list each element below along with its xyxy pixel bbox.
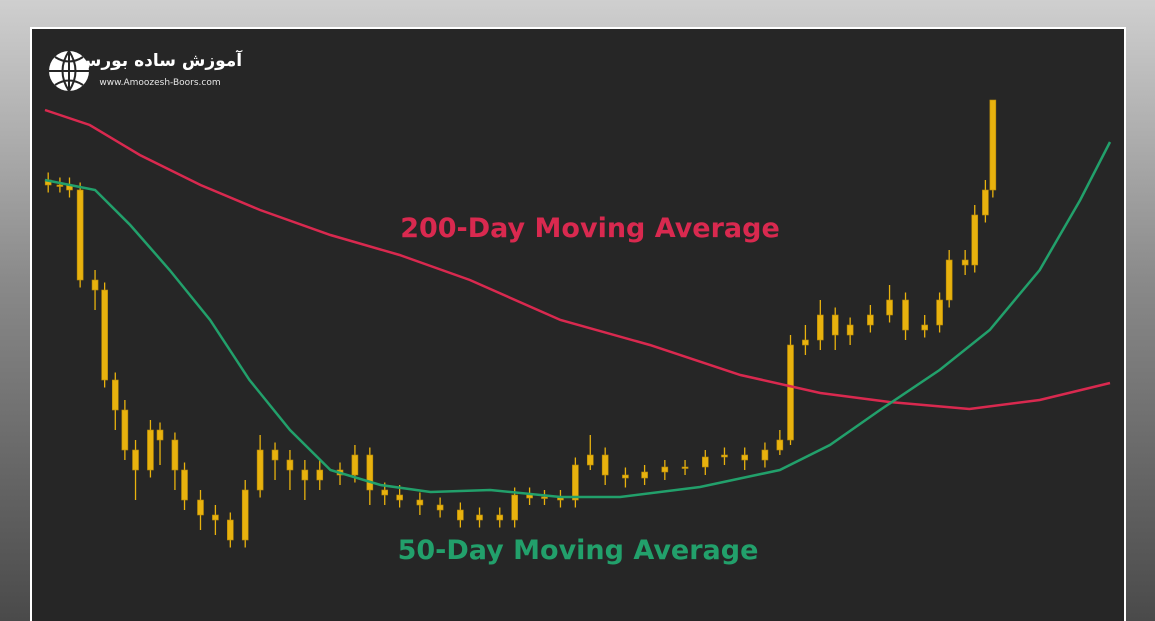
candle-body <box>945 259 953 301</box>
candle-body <box>511 494 518 521</box>
candle-body <box>91 279 99 291</box>
candle-body <box>721 454 728 458</box>
candle-body <box>761 449 769 461</box>
candle-body <box>982 189 989 216</box>
plot-area <box>44 99 1112 548</box>
candle-body <box>867 314 874 326</box>
candle-body <box>701 456 709 468</box>
candle-body <box>846 324 854 336</box>
candle-body <box>661 466 669 473</box>
candle-body <box>902 299 909 331</box>
candle-body <box>121 409 129 451</box>
moving-average-line <box>44 141 1112 499</box>
candle-body <box>541 496 548 499</box>
candle-body <box>101 289 108 381</box>
candle-body <box>802 339 809 346</box>
logo-url: www.Amoozesh-Boors.com <box>99 78 220 88</box>
candle-body <box>111 379 119 411</box>
candle-body <box>256 449 264 491</box>
candle-body <box>436 504 444 511</box>
candle-body <box>641 471 648 479</box>
candle-body <box>381 489 389 496</box>
candle-body <box>181 469 188 501</box>
candle-body <box>351 454 359 476</box>
candle-body <box>416 499 424 506</box>
candle-body <box>301 469 309 481</box>
candle-body <box>496 514 504 521</box>
candle-body <box>457 509 464 521</box>
logo: آموزش ساده بورس www.Amoozesh-Boors.com <box>49 49 243 92</box>
candle-body <box>76 189 84 281</box>
candle-body <box>156 429 164 441</box>
candle-body <box>147 429 154 471</box>
candle-body <box>622 474 629 479</box>
candle-body <box>817 314 824 341</box>
candle-body <box>989 99 997 191</box>
candle-body <box>586 454 594 466</box>
candle-body <box>741 454 749 461</box>
line-annotation: 200-Day Moving Average <box>400 213 780 244</box>
candle-body <box>212 514 219 521</box>
candle-body <box>601 454 609 476</box>
candle-body <box>366 454 374 491</box>
candle-body <box>286 459 294 471</box>
logo-title: آموزش ساده بورس <box>78 49 243 71</box>
candle-body <box>831 314 839 336</box>
candle-body <box>681 466 689 469</box>
candle-body <box>971 214 979 266</box>
candle-body <box>936 299 943 326</box>
candle-body <box>56 184 64 187</box>
candle-body <box>197 499 204 516</box>
candle-body <box>271 449 279 461</box>
candle-body <box>776 439 784 451</box>
candle-body <box>886 299 893 316</box>
candle-body <box>227 519 234 541</box>
logo-lines <box>49 50 89 92</box>
candle-body <box>396 494 403 501</box>
candle-body <box>572 464 579 501</box>
moving-average-line <box>44 108 1111 411</box>
candle-body <box>787 344 794 441</box>
candle-body <box>132 449 139 471</box>
candle-body <box>171 439 179 471</box>
candle-body <box>921 324 928 331</box>
candle-body <box>316 469 324 481</box>
candle-body <box>241 489 249 541</box>
candle-body <box>526 494 533 499</box>
line-annotation: 50-Day Moving Average <box>398 535 759 566</box>
candle-body <box>961 259 969 266</box>
candle-body <box>476 514 483 521</box>
